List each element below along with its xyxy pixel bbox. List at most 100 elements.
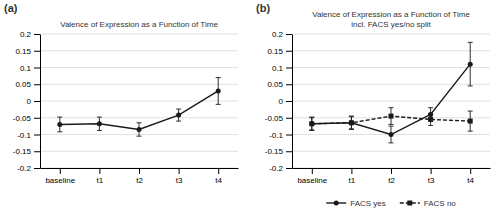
y-axis: -0.2-0.15-0.1-0.0500.050.10.150.2: [13, 30, 41, 173]
legend-marker: [407, 201, 412, 206]
x-axis: baseline t1 t2 t3 t4: [293, 168, 491, 185]
grid: [292, 34, 490, 168]
y-tick-label: 0.1: [272, 64, 284, 73]
y-tick: 0.2: [272, 30, 292, 39]
y-tick: -0.1: [17, 131, 40, 140]
x-tick-mark: [470, 168, 471, 174]
legend: FACS yes FACS no: [326, 199, 456, 208]
y-tick-label: -0.1: [269, 131, 283, 140]
point: [309, 121, 314, 126]
y-tick-label: 0.2: [20, 30, 32, 39]
y-tick: 0.1: [272, 64, 292, 73]
grid: [40, 34, 238, 168]
title: Valence of Expression as a Function of T…: [312, 10, 470, 29]
panel: -0.2-0.15-0.1-0.0500.050.10.150.2baselin…: [4, 2, 239, 185]
point: [97, 121, 102, 126]
x-tick-label: t3: [176, 176, 183, 185]
x-tick-mark: [312, 168, 313, 174]
y-tick: 0.15: [15, 47, 40, 56]
y-tick-mark: [34, 51, 40, 52]
x-tick-mark: [139, 168, 140, 174]
x-tick-label: t1: [349, 176, 356, 185]
y-tick-mark: [286, 168, 292, 169]
x-tick-mark: [60, 168, 61, 174]
grid-line: [40, 117, 238, 118]
point: [389, 132, 394, 137]
y-axis: -0.2-0.15-0.1-0.0500.050.10.150.2: [265, 30, 293, 173]
x-tick: t1: [97, 168, 104, 185]
x-tick-mark: [391, 168, 392, 174]
y-tick-mark: [34, 168, 40, 169]
x-tick-label: t4: [467, 176, 474, 185]
y-tick-mark: [34, 34, 40, 35]
x-tick: t3: [428, 168, 435, 185]
point: [137, 127, 142, 132]
point: [428, 117, 433, 122]
point: [176, 113, 181, 118]
y-tick: -0.2: [269, 164, 292, 173]
legend-label: FACS yes: [350, 199, 386, 208]
y-tick: 0.15: [267, 47, 292, 56]
grid-line: [292, 50, 490, 51]
y-tick-mark: [286, 118, 292, 119]
x-tick-label: t1: [97, 176, 104, 185]
panel: -0.2-0.15-0.1-0.0500.050.10.150.2baselin…: [256, 2, 491, 208]
grid-line: [292, 84, 490, 85]
x-tick-label: t4: [215, 176, 222, 185]
error-bar: [97, 117, 102, 130]
y-tick-mark: [286, 51, 292, 52]
y-tick: 0.1: [20, 64, 40, 73]
y-tick-mark: [34, 118, 40, 119]
title: Valence of Expression as a Function of T…: [60, 20, 218, 29]
legend-label: FACS no: [424, 199, 457, 208]
x-tick-label: baseline: [297, 176, 327, 185]
point: [468, 62, 473, 67]
error-bar: [216, 78, 221, 105]
grid-line: [292, 151, 490, 152]
error-bar: [428, 113, 433, 125]
error-bar: [349, 117, 354, 129]
point: [468, 119, 473, 124]
x-tick: baseline: [45, 168, 75, 185]
error-bar: [137, 123, 142, 136]
x-tick: t2: [136, 168, 143, 185]
x-tick: t4: [215, 168, 222, 185]
y-tick-mark: [34, 151, 40, 152]
plot-area: [309, 42, 472, 143]
panel-label: (b): [256, 2, 270, 14]
y-tick: -0.05: [13, 114, 40, 123]
y-axis-line: [292, 35, 293, 169]
x-tick-mark: [218, 168, 219, 174]
grid-line: [40, 84, 238, 85]
grid-line: [40, 67, 238, 68]
series: [309, 42, 472, 143]
x-tick-mark: [179, 168, 180, 174]
x-tick-label: t3: [428, 176, 435, 185]
plot-area: [57, 78, 220, 137]
y-tick-mark: [286, 68, 292, 69]
y-tick: -0.1: [269, 131, 292, 140]
y-tick-mark: [34, 135, 40, 136]
x-tick: t2: [388, 168, 395, 185]
y-tick-mark: [286, 151, 292, 152]
y-tick-mark: [34, 101, 40, 102]
chart: -0.2-0.15-0.1-0.0500.050.10.150.2baselin…: [0, 0, 500, 214]
y-tick-label: 0.15: [15, 47, 31, 56]
grid-line: [40, 101, 238, 102]
y-tick-mark: [286, 84, 292, 85]
error-bar: [389, 108, 394, 125]
y-tick: 0: [279, 97, 292, 106]
y-tick: -0.2: [17, 164, 40, 173]
y-tick-label: 0.15: [267, 47, 283, 56]
y-tick-mark: [34, 68, 40, 69]
y-tick-label: 0.05: [15, 80, 31, 89]
panel-label: (a): [4, 2, 18, 14]
grid-line: [292, 34, 490, 35]
error-bar: [176, 109, 181, 121]
legend-marker: [334, 201, 339, 206]
y-tick-label: -0.2: [17, 164, 31, 173]
x-tick: t4: [467, 168, 474, 185]
x-tick-mark: [431, 168, 432, 174]
x-tick: t3: [176, 168, 183, 185]
point: [389, 114, 394, 119]
